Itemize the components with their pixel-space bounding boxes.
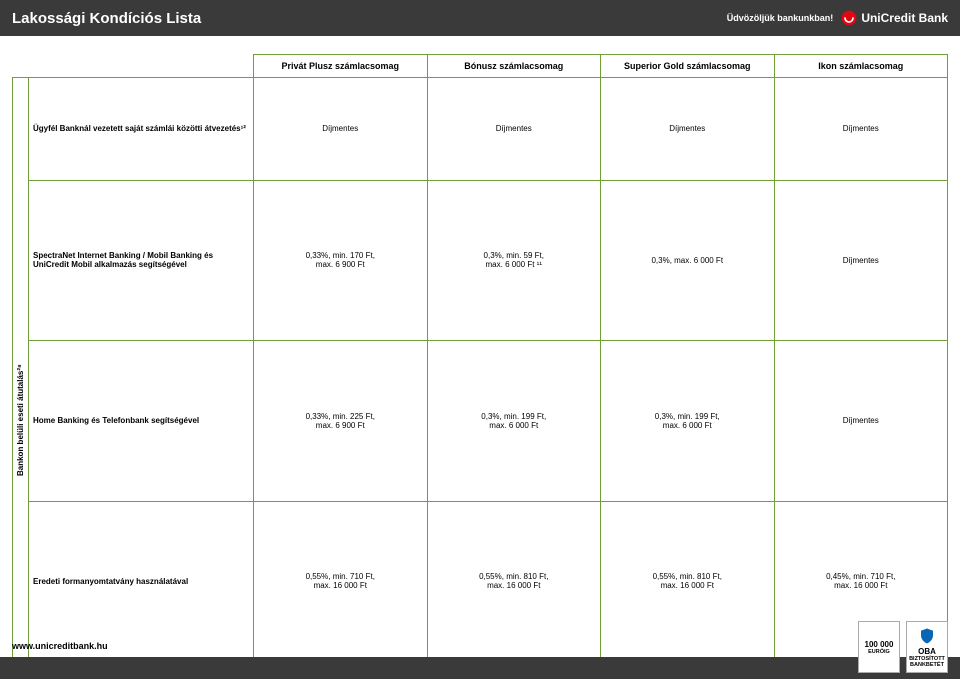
header-right: Üdvözöljük bankunkban! UniCredit Bank [727, 10, 948, 26]
cell: 0,3%, min. 59 Ft,max. 6 000 Ft ¹¹ [427, 180, 601, 340]
cell: Díjmentes [601, 78, 775, 180]
pkg-bonusz: Bónusz számlacsomag [427, 55, 601, 78]
cell: 0,3%, min. 199 Ft,max. 6 000 Ft [427, 341, 601, 501]
badge-euro-l1: 100 000 [865, 640, 894, 649]
cell: 0,33%, min. 225 Ft,max. 6 900 Ft [254, 341, 428, 501]
side-group-1: Bankon belüli eseti átutalás²⁸ [13, 78, 29, 679]
badge-oba: OBA BIZTOSÍTOTT BANKBETÉT [906, 621, 948, 673]
side-label-1: Bankon belüli eseti átutalás²⁸ [17, 81, 24, 679]
footer-bar [0, 657, 960, 679]
footer-url: www.unicreditbank.hu [12, 641, 108, 651]
header-bar: Lakossági Kondíciós Lista Üdvözöljük ban… [0, 0, 960, 36]
table-row: Bankon belüli eseti átutalás²⁸ Ügyfél Ba… [13, 78, 948, 180]
page-title: Lakossági Kondíciós Lista [12, 10, 201, 27]
cell: 0,3%, min. 199 Ft,max. 6 000 Ft [601, 341, 775, 501]
row-label: Ügyfél Banknál vezetett saját számlái kö… [29, 78, 254, 180]
pkg-ikon: Ikon számlacsomag [774, 55, 948, 78]
badge-oba-l1: OBA [918, 647, 936, 656]
badge-euro: 100 000 EURÓIG [858, 621, 900, 673]
row-label: Home Banking és Telefonbank segítségével [29, 341, 254, 501]
badge-oba-l3: BANKBETÉT [910, 662, 944, 668]
cell: 0,33%, min. 170 Ft,max. 6 900 Ft [254, 180, 428, 340]
row-label: SpectraNet Internet Banking / Mobil Bank… [29, 180, 254, 340]
welcome-text: Üdvözöljük bankunkban! [727, 13, 834, 23]
badge-euro-l2: EURÓIG [868, 649, 890, 655]
cell: Díjmentes [774, 180, 948, 340]
brand-logo-icon [841, 10, 857, 26]
package-header-row: Privát Plusz számlacsomag Bónusz számlac… [13, 55, 948, 78]
cell: Díjmentes [254, 78, 428, 180]
footer: www.unicreditbank.hu 100 000 EURÓIG OBA … [0, 599, 960, 679]
brand-name: UniCredit Bank [861, 11, 948, 25]
body: Privát Plusz számlacsomag Bónusz számlac… [0, 36, 960, 679]
brand: UniCredit Bank [841, 10, 948, 26]
table-row: Home Banking és Telefonbank segítségével… [13, 341, 948, 501]
shield-icon [918, 627, 936, 647]
cell: Díjmentes [774, 341, 948, 501]
pkg-superior: Superior Gold számlacsomag [601, 55, 775, 78]
pkg-privat: Privát Plusz számlacsomag [254, 55, 428, 78]
fee-table: Privát Plusz számlacsomag Bónusz számlac… [12, 54, 948, 679]
cell: Díjmentes [427, 78, 601, 180]
cell: Díjmentes [774, 78, 948, 180]
cell: 0,3%, max. 6 000 Ft [601, 180, 775, 340]
empty-corner [13, 55, 254, 78]
table-row: SpectraNet Internet Banking / Mobil Bank… [13, 180, 948, 340]
page: Lakossági Kondíciós Lista Üdvözöljük ban… [0, 0, 960, 679]
